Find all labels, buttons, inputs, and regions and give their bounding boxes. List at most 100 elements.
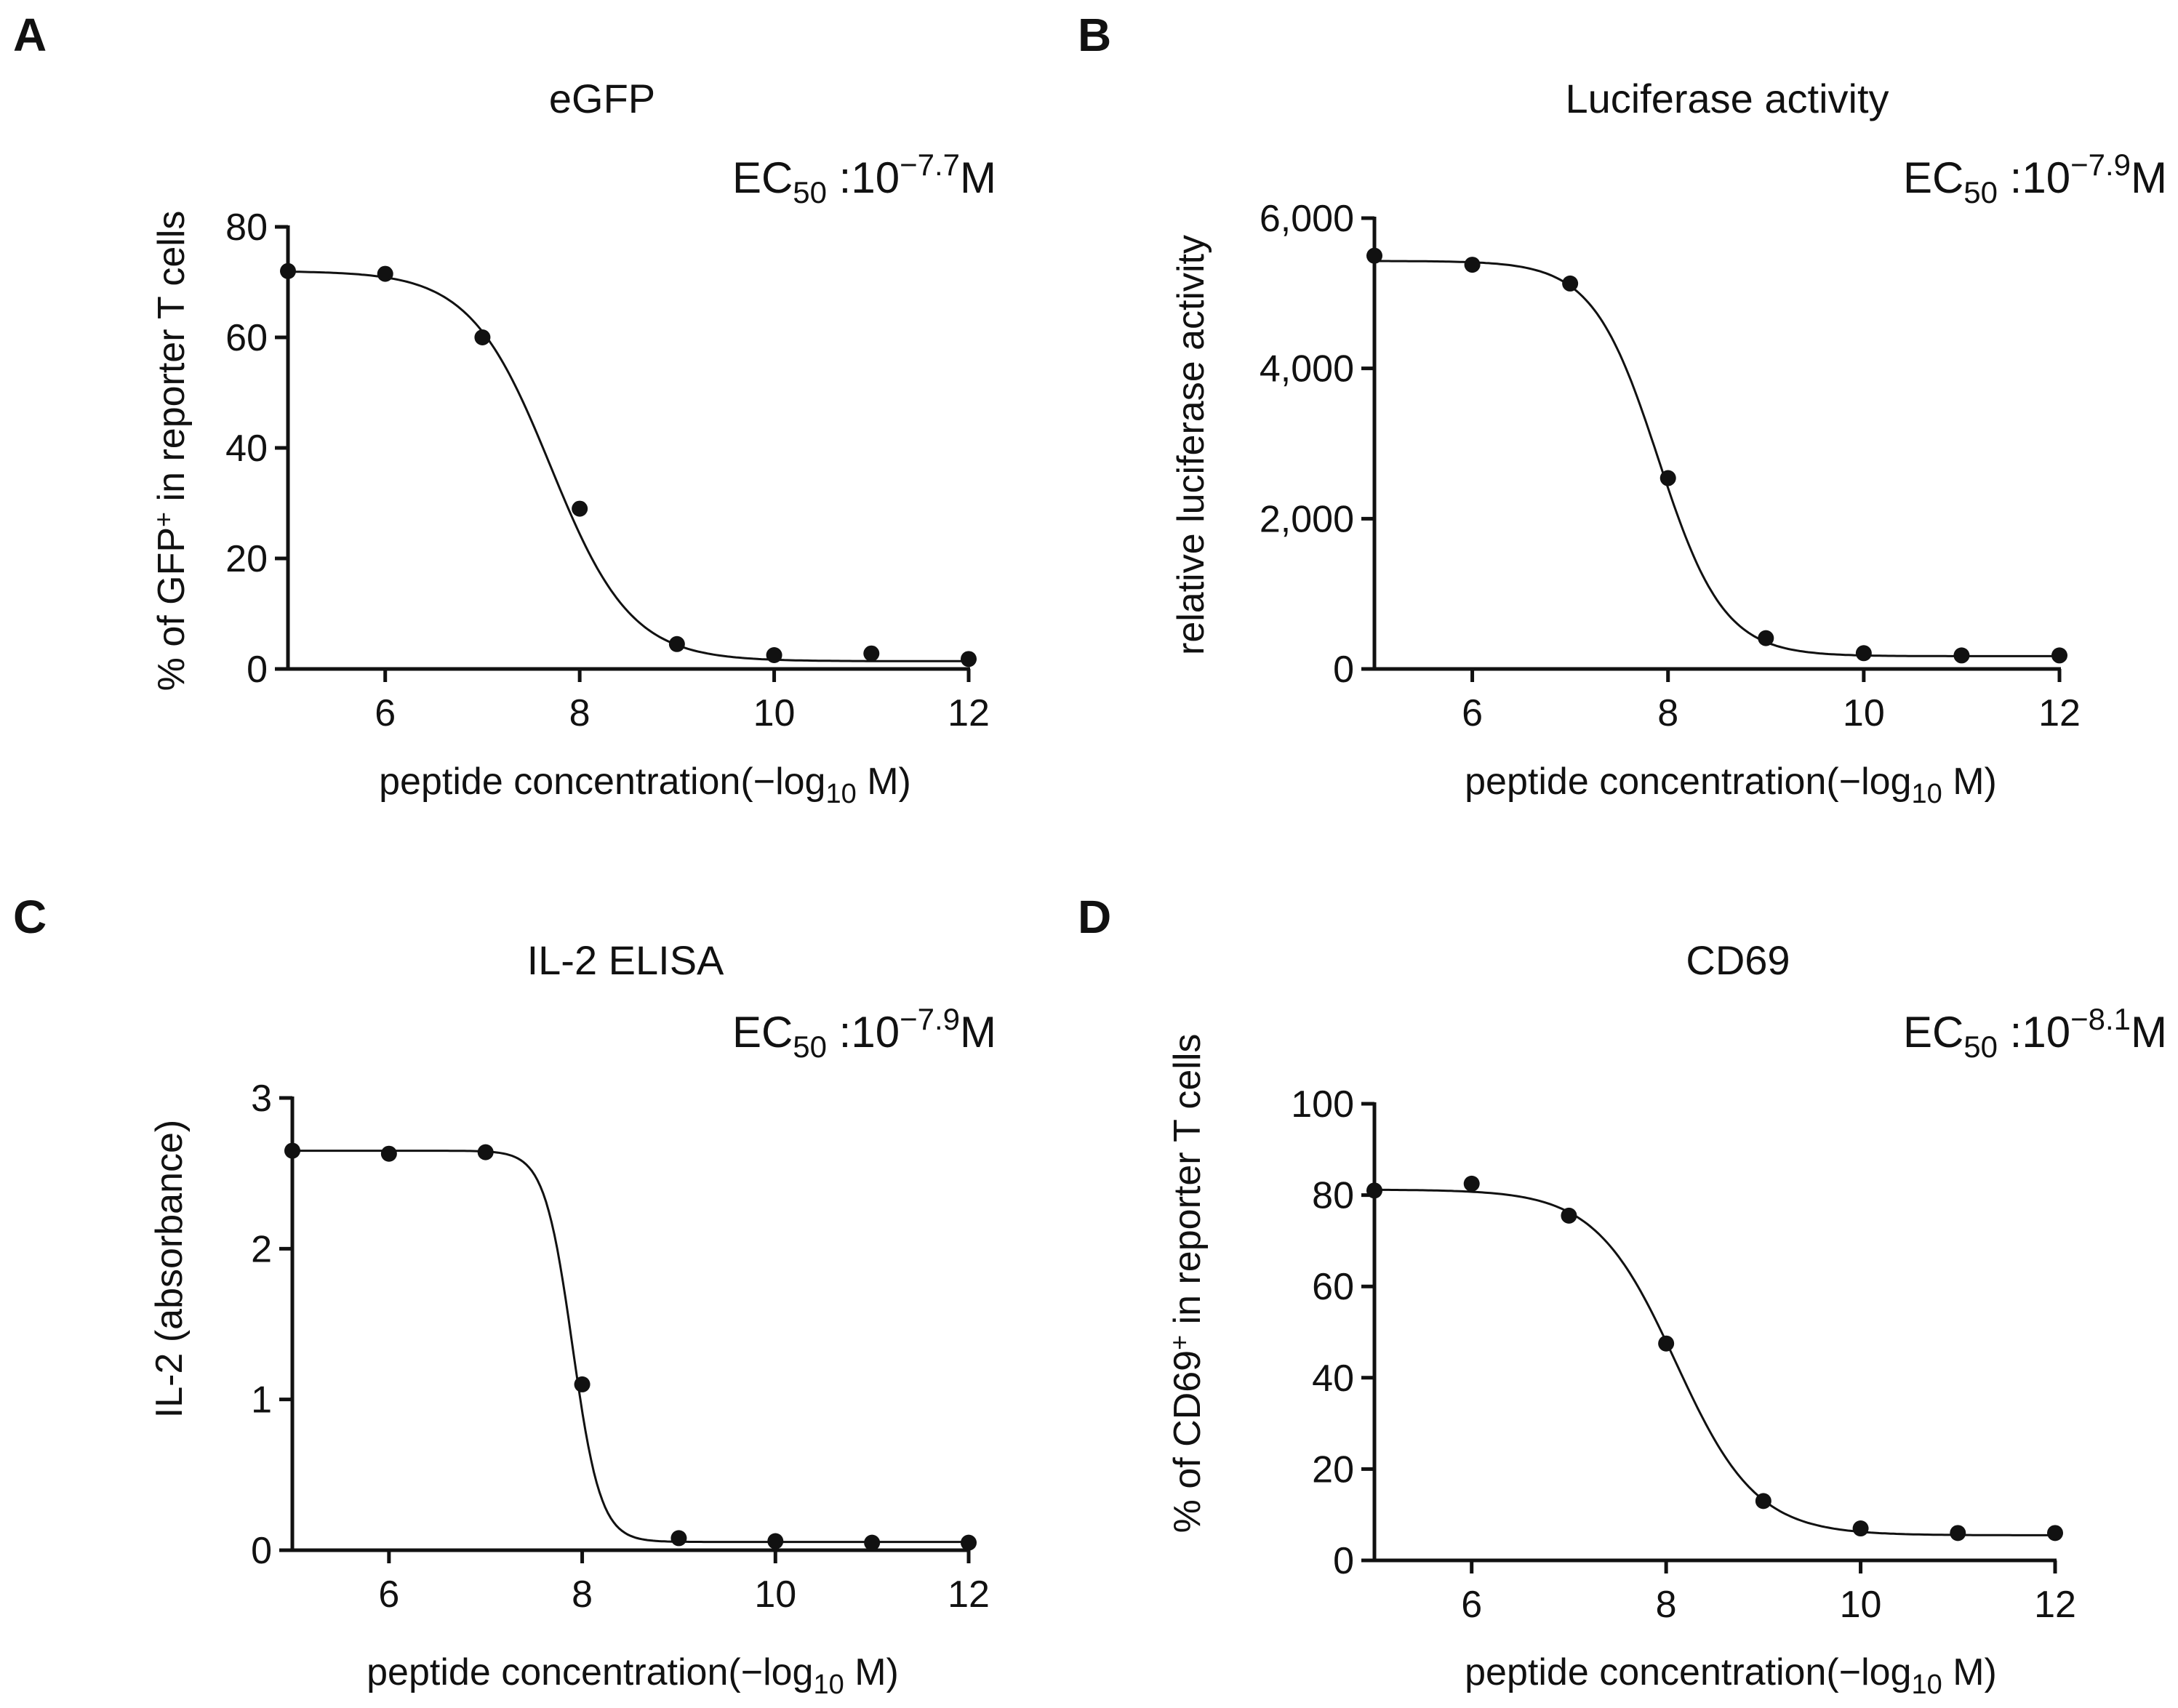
ec50-label: EC50 :10−7.7M — [732, 148, 996, 209]
data-point — [284, 1142, 300, 1159]
panel-letter: D — [1078, 891, 1111, 943]
data-point — [474, 329, 491, 345]
data-point — [574, 1376, 590, 1392]
y-tick-label: 4,000 — [1260, 348, 1354, 390]
plot-area: 0 20 40 60 80 6 8 10 12 — [225, 207, 990, 734]
y-tick-label: 0 — [1333, 649, 1354, 691]
x-tick-label: 12 — [2034, 1584, 2076, 1626]
x-tick-label: 12 — [948, 1573, 990, 1616]
x-axis-label: peptide concentration(−log10 M) — [379, 761, 911, 809]
y-tick-label: 0 — [247, 649, 268, 691]
plot-area: 0 20 40 60 80 100 6 8 10 12 — [1291, 1083, 2076, 1626]
data-point — [1855, 645, 1872, 662]
y-tick-label: 2,000 — [1260, 498, 1354, 540]
y-axis-label: % of CD69+ in reporter T cells — [1164, 1034, 1209, 1533]
y-tick-label: 40 — [1312, 1358, 1354, 1400]
panel-c: C IL-2 ELISA EC50 :10−7.9M IL-2 (absorba… — [13, 891, 996, 1700]
x-axis-label: peptide concentration(−log10 M) — [1465, 1651, 1997, 1700]
panel-b: B Luciferase activity EC50 :10−7.9M rela… — [1078, 9, 2167, 809]
ec50-label: EC50 :10−8.1M — [1903, 1002, 2167, 1064]
y-axis-label: % of GFP+ in reporter T cells — [148, 211, 193, 691]
x-tick-label: 10 — [754, 1573, 796, 1616]
plot-area: 0 2,000 4,000 6,000 6 8 10 12 — [1260, 198, 2081, 734]
chart-title: Luciferase activity — [1565, 76, 1889, 121]
y-tick-label: 3 — [251, 1078, 272, 1120]
y-tick-label: 60 — [225, 317, 268, 359]
x-tick-label: 8 — [569, 692, 590, 734]
y-axis-label: relative luciferase activity — [1170, 235, 1212, 655]
x-axis-label: peptide concentration(−log10 M) — [1465, 761, 1997, 809]
y-tick-label: 6,000 — [1260, 198, 1354, 240]
data-point — [280, 262, 296, 279]
x-tick-label: 10 — [753, 692, 796, 734]
y-tick-label: 2 — [251, 1228, 272, 1270]
data-point — [1659, 470, 1676, 486]
data-point — [1464, 257, 1481, 273]
chart-title: CD69 — [1686, 937, 1790, 983]
fit-curve — [288, 270, 969, 662]
ec50-label: EC50 :10−7.9M — [1903, 148, 2167, 209]
data-point — [1755, 1493, 1771, 1509]
x-tick-label: 10 — [1840, 1584, 1882, 1626]
data-point — [377, 265, 393, 282]
x-tick-label: 8 — [1656, 1584, 1677, 1626]
data-point — [1562, 275, 1579, 292]
data-point — [767, 1533, 784, 1549]
fit-curve — [292, 1150, 969, 1544]
data-point — [670, 1530, 687, 1547]
data-point — [380, 1145, 397, 1162]
y-axis-label: IL-2 (absorbance) — [148, 1120, 191, 1418]
panel-letter: A — [13, 9, 47, 61]
y-tick-label: 80 — [1312, 1175, 1354, 1217]
y-tick-label: 0 — [1333, 1540, 1354, 1582]
panel-d: D CD69 EC50 :10−8.1M % of CD69+ in repor… — [1078, 891, 2167, 1700]
y-tick-label: 1 — [251, 1379, 272, 1422]
data-point — [1658, 1335, 1675, 1352]
chart-title: IL-2 ELISA — [527, 937, 724, 983]
data-point — [477, 1144, 494, 1160]
y-tick-label: 40 — [225, 428, 268, 470]
data-point — [1953, 647, 1970, 664]
data-point — [1366, 247, 1382, 264]
fit-curve — [1374, 1188, 2055, 1536]
data-point — [864, 1534, 881, 1551]
data-point — [961, 651, 977, 667]
y-tick-label: 60 — [1312, 1266, 1354, 1308]
x-tick-label: 10 — [1843, 692, 1885, 734]
data-point — [1852, 1520, 1869, 1537]
data-point — [668, 636, 685, 652]
data-point — [2047, 1525, 2063, 1541]
data-point — [1758, 630, 1774, 646]
panel-a: A eGFP EC50 :10−7.7M % of GFP+ in report… — [13, 9, 996, 809]
y-tick-label: 100 — [1291, 1083, 1354, 1126]
data-point — [766, 647, 782, 663]
x-tick-label: 12 — [2038, 692, 2081, 734]
data-point — [1950, 1525, 1966, 1541]
data-point — [1366, 1182, 1382, 1199]
chart-title: eGFP — [549, 76, 655, 121]
x-tick-label: 6 — [378, 1573, 399, 1616]
x-tick-label: 8 — [1657, 692, 1678, 734]
y-tick-label: 20 — [1312, 1448, 1354, 1491]
data-point — [572, 500, 588, 517]
y-tick-label: 80 — [225, 207, 268, 249]
y-tick-label: 20 — [225, 538, 268, 580]
data-point — [961, 1534, 977, 1551]
data-point — [2051, 647, 2067, 664]
data-point — [1463, 1175, 1480, 1192]
data-point — [1561, 1207, 1577, 1224]
ec50-label: EC50 :10−7.9M — [732, 1002, 996, 1064]
x-tick-label: 6 — [1461, 1584, 1482, 1626]
data-point — [863, 645, 880, 662]
x-tick-label: 6 — [375, 692, 396, 734]
y-tick-label: 0 — [251, 1530, 272, 1572]
x-tick-label: 12 — [948, 692, 990, 734]
x-axis-label: peptide concentration(−log10 M) — [367, 1651, 899, 1700]
panel-letter: C — [13, 891, 47, 943]
panel-letter: B — [1078, 9, 1111, 61]
fit-curve — [1374, 260, 2059, 657]
x-tick-label: 8 — [572, 1573, 593, 1616]
x-tick-label: 6 — [1462, 692, 1483, 734]
